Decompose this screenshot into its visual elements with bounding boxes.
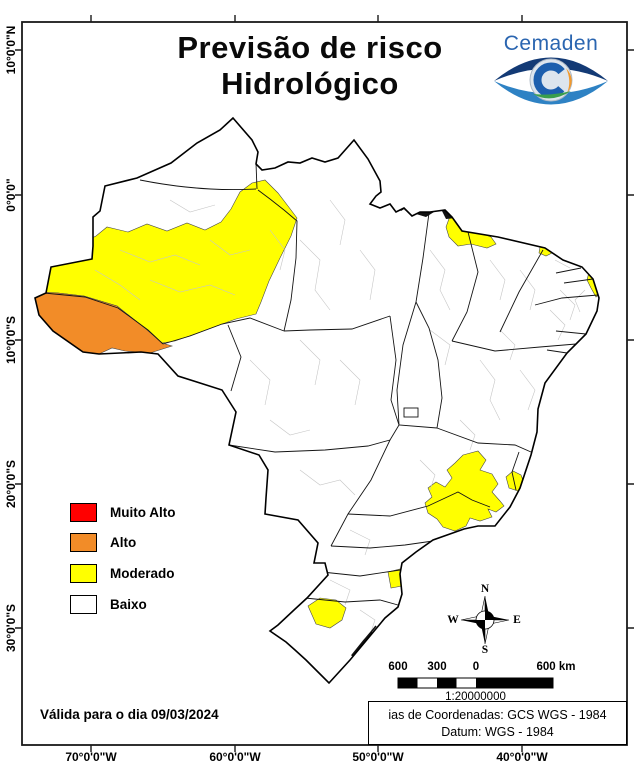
- brazil-country-outline: [34, 116, 600, 685]
- lon-label-40w: 40°0'0"W: [496, 750, 548, 764]
- coordinate-system-box: ias de Coordenadas: GCS WGS - 1984 Datum…: [368, 701, 627, 745]
- lagoon-features: [351, 625, 377, 657]
- lat-label-30s: 30°0'0"S: [4, 603, 18, 653]
- datum-text: Datum: WGS - 1984: [441, 725, 554, 739]
- legend-swatch-alto: [70, 533, 97, 552]
- legend-item-alto: Alto: [70, 533, 136, 552]
- lat-label-20s: 20°0'0"S: [4, 459, 18, 509]
- validity-date-text: Válida para o dia 09/03/2024: [40, 707, 219, 722]
- compass-rose: [460, 595, 510, 645]
- legend-swatch-muito-alto: [70, 503, 97, 522]
- lat-label-10n: 10°0'0"N: [4, 25, 18, 75]
- scale-ratio: 1:20000000: [445, 691, 506, 703]
- lat-label-0: 0°0'0": [4, 178, 18, 212]
- municipality-boundaries: [94, 199, 586, 636]
- cemaden-logo-text: Cemaden: [503, 32, 599, 55]
- map-title: Previsão de risco Hidrológico: [60, 30, 560, 102]
- state-boundaries: [43, 162, 599, 606]
- compass-east-label: E: [513, 614, 521, 626]
- map-title-line2: Hidrológico: [221, 66, 399, 101]
- lon-label-70w: 70°0'0"W: [65, 750, 117, 764]
- cemaden-logo: Cemaden: [478, 32, 624, 105]
- lat-label-10s: 10°0'0"S: [4, 315, 18, 365]
- coordinate-system-text: ias de Coordenadas: GCS WGS - 1984: [388, 708, 607, 722]
- scale-label-600-km: 600 km: [536, 661, 576, 673]
- legend-swatch-moderado: [70, 564, 97, 583]
- scale-label-0: 0: [472, 661, 480, 673]
- cemaden-eye-icon: [494, 57, 608, 105]
- region-southeast-cluster: [424, 450, 505, 532]
- lon-label-60w: 60°0'0"W: [209, 750, 261, 764]
- legend-swatch-baixo: [70, 595, 97, 614]
- compass-south-label: S: [481, 644, 489, 656]
- compass-north-label: N: [480, 583, 490, 595]
- scale-label-300: 300: [427, 661, 447, 673]
- legend-label-baixo: Baixo: [110, 597, 147, 612]
- map-title-line1: Previsão de risco: [177, 30, 443, 65]
- scale-label-600-left: 600: [388, 661, 408, 673]
- legend-item-baixo: Baixo: [70, 595, 147, 614]
- scale-bar: [397, 677, 554, 689]
- legend-item-muito-alto: Muito Alto: [70, 503, 175, 522]
- legend-label-alto: Alto: [110, 535, 137, 550]
- compass-west-label: W: [447, 614, 459, 626]
- lon-label-50w: 50°0'0"W: [352, 750, 404, 764]
- region-central-rio-grande-do-sul: [307, 597, 347, 629]
- legend-label-moderado: Moderado: [110, 566, 175, 581]
- legend-item-moderado: Moderado: [70, 564, 175, 583]
- legend-label-muito-alto: Muito Alto: [110, 505, 176, 520]
- federal-district-boundary: [403, 407, 419, 418]
- axis-ticks: [15, 15, 634, 752]
